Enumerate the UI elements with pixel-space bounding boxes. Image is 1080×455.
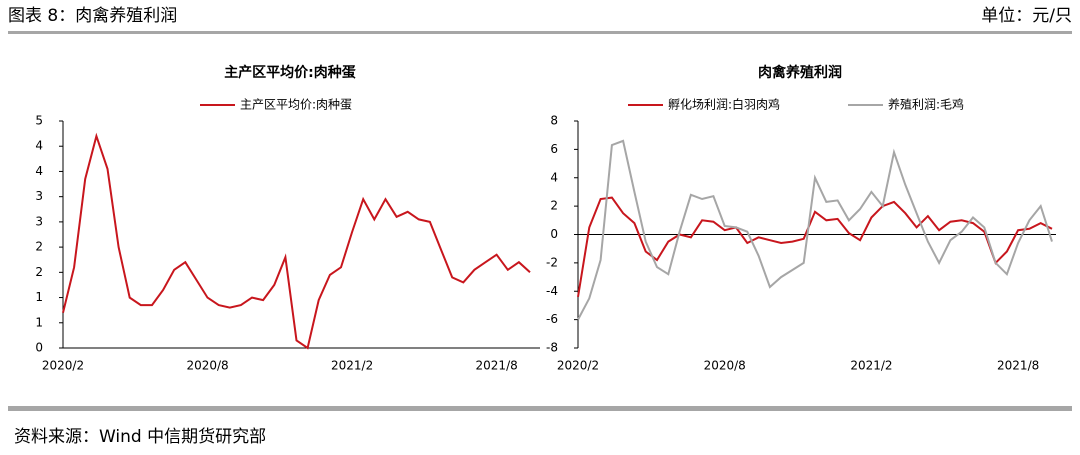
y-tick-label: 0 (35, 341, 43, 355)
y-tick-label: -8 (546, 341, 558, 355)
bottom-rule (8, 406, 1072, 411)
chart-title: 肉禽养殖利润 (758, 64, 842, 81)
y-tick-label: 1 (35, 290, 43, 304)
top-rule (8, 31, 1072, 34)
y-tick-label: 1 (35, 315, 43, 329)
line-series (577, 139, 1053, 321)
y-tick-label: 5 (35, 114, 43, 128)
y-tick-label: 3 (35, 214, 43, 228)
chart-title: 主产区平均价:肉种蛋 (224, 64, 356, 81)
y-tick-label: 2 (35, 265, 43, 279)
x-tick-label: 2020/8 (186, 359, 228, 373)
line-series (62, 132, 531, 350)
y-tick-label: -4 (546, 284, 558, 298)
y-tick-label: 8 (550, 114, 558, 128)
legend-label: 主产区平均价:肉种蛋 (240, 98, 352, 112)
y-tick-label: 6 (550, 142, 558, 156)
source: 资料来源：Wind 中信期货研究部 (14, 427, 266, 447)
x-tick-label: 2021/2 (331, 359, 373, 373)
line-series (577, 196, 1053, 298)
x-tick-label: 2020/2 (557, 359, 599, 373)
unit: 单位：元/只 (981, 6, 1072, 26)
y-tick-label: -6 (546, 312, 558, 326)
y-tick-label: 0 (550, 227, 558, 241)
x-tick-label: 2021/2 (850, 359, 892, 373)
y-tick-label: 4 (550, 170, 558, 184)
x-tick-label: 2021/8 (476, 359, 518, 373)
y-tick-label: 2 (35, 240, 43, 254)
y-tick-label: 4 (35, 139, 43, 153)
y-tick-label: 4 (35, 164, 43, 178)
figure-title: 图表 8：肉禽养殖利润 (8, 6, 177, 26)
x-tick-label: 2021/8 (997, 359, 1039, 373)
y-tick-label: -2 (546, 255, 558, 269)
legend-label: 养殖利润:毛鸡 (888, 97, 964, 112)
y-tick-label: 3 (35, 189, 43, 203)
y-tick-label: 2 (550, 199, 558, 213)
x-tick-label: 2020/2 (42, 359, 84, 373)
legend-label: 孵化场利润:白羽肉鸡 (668, 97, 780, 112)
x-tick-label: 2020/8 (704, 359, 746, 373)
